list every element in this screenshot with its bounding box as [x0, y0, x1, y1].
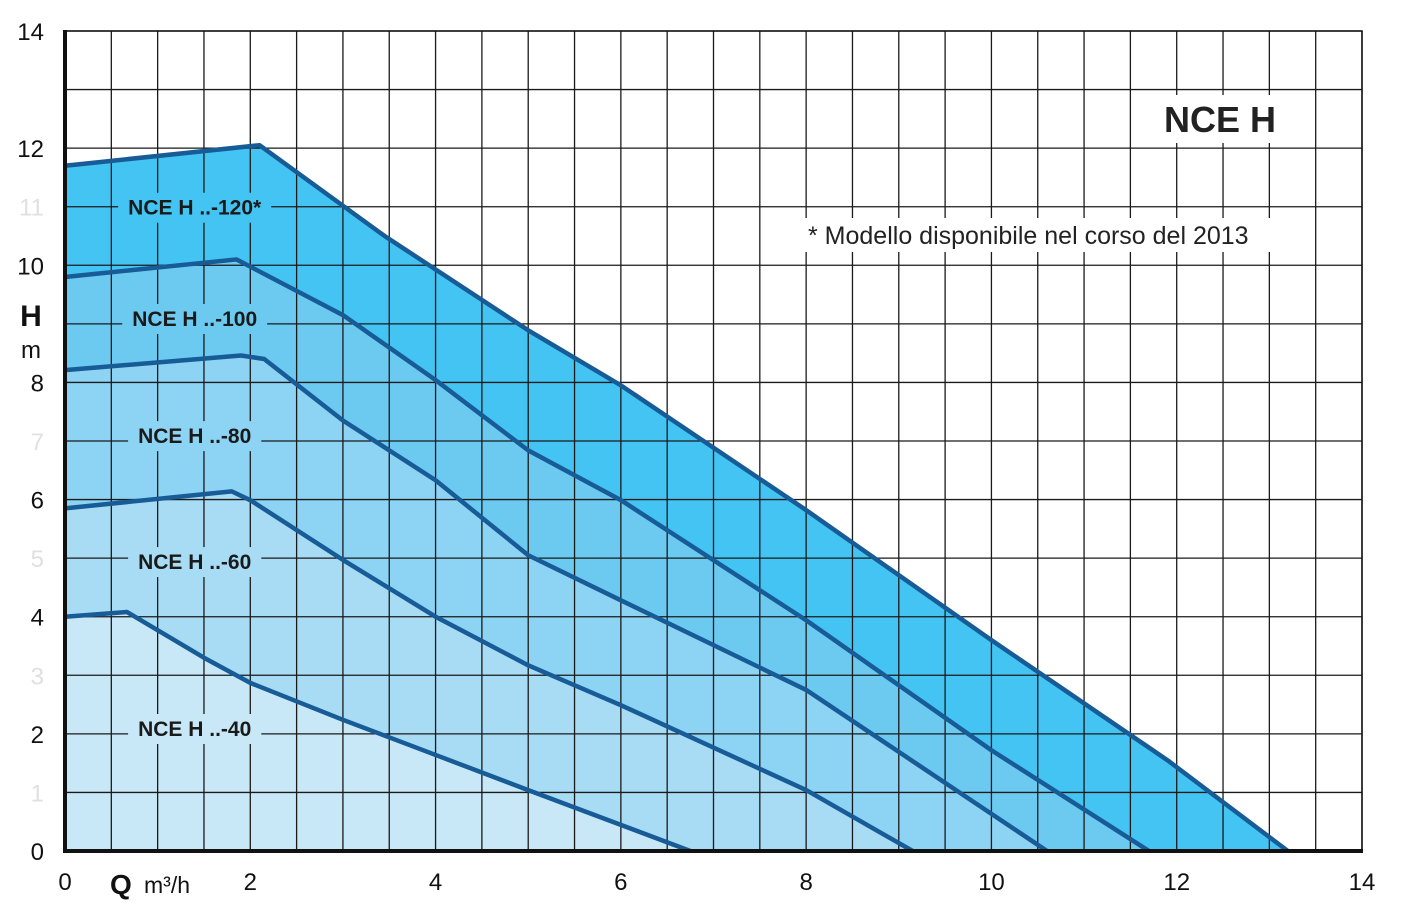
y-tick-label: 3 [31, 663, 44, 690]
series-line-4 [64, 609, 692, 854]
y-tick-label: 0 [31, 839, 44, 866]
x-tick-label: 12 [1163, 869, 1190, 896]
availability-note: * Modello disponibile nel corso del 2013 [808, 222, 1249, 250]
note-backdrop [805, 218, 1302, 252]
y-tick-label: 1 [31, 780, 44, 807]
y-tick-label: 4 [31, 605, 44, 632]
y-tick-label: 7 [31, 429, 44, 456]
y-tick-label: 14 [17, 19, 44, 46]
y-tick-label: 6 [31, 488, 44, 515]
x-tick-label: 4 [429, 869, 442, 896]
curve-lines [64, 142, 1290, 854]
series-label: NCE H ..-120* [128, 197, 262, 220]
y-tick-label: 2 [31, 722, 44, 749]
series-line-0 [64, 142, 1290, 853]
series-label: NCE H ..-80 [138, 425, 251, 448]
series-label-backdrop [128, 547, 262, 578]
y-tick-label: 11 [19, 195, 44, 222]
x-tick-label: 14 [1349, 869, 1376, 896]
series-label-backdrop [122, 304, 268, 334]
x-tick-label: 6 [614, 869, 627, 896]
series-line-3 [64, 489, 914, 853]
series-line-2 [64, 353, 1049, 853]
grid-lines [64, 30, 1363, 852]
y-tick-label: 10 [17, 253, 44, 280]
y-tick-label: 12 [17, 136, 44, 163]
y-tick-label: 5 [31, 546, 44, 573]
title-backdrop [1150, 95, 1290, 143]
series-fill-4 [65, 612, 691, 851]
series-label: NCE H ..-100 [132, 308, 257, 331]
x-tick-label: 8 [799, 869, 812, 896]
y-axis-label: H [20, 300, 42, 333]
y-axis-unit: m [21, 337, 41, 364]
chart-title: NCE H [1164, 99, 1276, 140]
series-label-backdrop [118, 192, 272, 223]
series-label-backdrop [128, 714, 262, 744]
curve-fills [65, 145, 1288, 851]
x-tick-label: 2 [244, 869, 257, 896]
series-labels: NCE H ..-120* NCE H ..-100 NCE H ..-80 NCE … [118, 192, 272, 744]
series-label: NCE H ..-40 [138, 718, 251, 741]
x-axis-unit: m³/h [144, 872, 190, 898]
x-tick-label: 0 [58, 869, 71, 896]
series-line-1 [64, 257, 1151, 853]
y-tick-label: 8 [31, 370, 44, 397]
series-label-backdrop [128, 421, 262, 452]
x-tick-label: 10 [978, 869, 1005, 896]
series-label: NCE H ..-60 [138, 551, 251, 574]
x-axis-label: Q [110, 869, 132, 900]
